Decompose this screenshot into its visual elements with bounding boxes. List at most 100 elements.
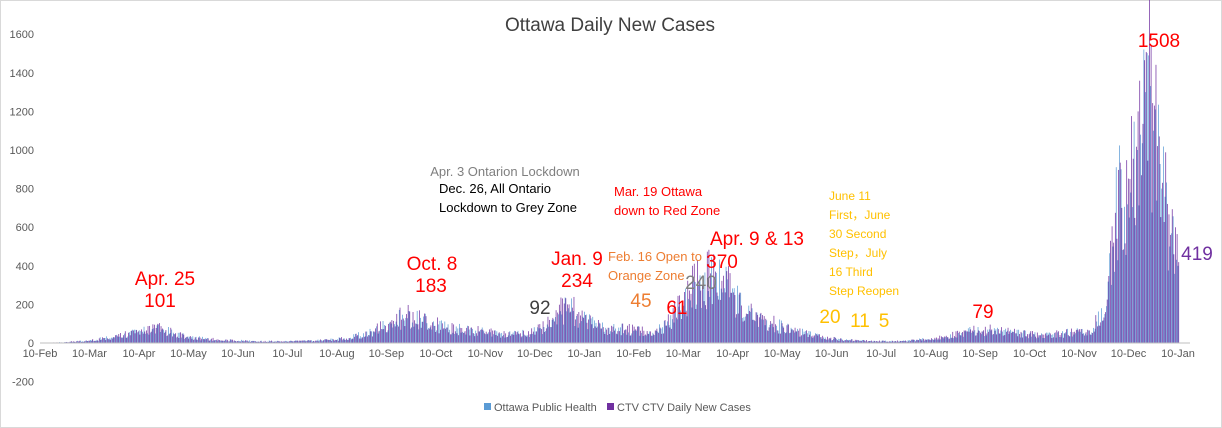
bar [241, 339, 242, 343]
bar [555, 310, 557, 343]
bar [645, 334, 646, 343]
bar [672, 319, 673, 343]
bar [1080, 331, 1081, 343]
bar [283, 341, 285, 343]
bar [447, 324, 449, 343]
bar [881, 340, 883, 343]
bar [361, 337, 363, 343]
bar [973, 325, 975, 343]
bar [588, 319, 589, 343]
bar [686, 316, 688, 343]
bar [344, 339, 346, 343]
bar [702, 285, 703, 343]
bar [1019, 337, 1021, 343]
bar [1073, 334, 1075, 343]
bar [977, 327, 979, 343]
bar [923, 338, 924, 343]
bar [561, 314, 563, 343]
bar [633, 330, 634, 343]
bar [819, 337, 821, 343]
bar [409, 311, 411, 343]
bar [941, 336, 942, 343]
annotation-label: Dec. 26, All Ontario [439, 181, 551, 196]
bar [598, 322, 600, 343]
bar [228, 341, 230, 343]
bar [1114, 212, 1116, 343]
bar [883, 340, 885, 343]
bar [838, 340, 840, 343]
bar [99, 337, 101, 343]
bar [1075, 329, 1077, 343]
bar [665, 325, 667, 343]
bar [656, 328, 658, 343]
bar [860, 340, 862, 343]
bar [589, 315, 591, 343]
x-tick-label: 10-Sep [962, 348, 997, 360]
bar [831, 340, 833, 343]
bar [436, 330, 438, 343]
bar [1054, 333, 1055, 343]
bar [767, 330, 768, 343]
bar [770, 321, 772, 343]
bar [1040, 335, 1041, 343]
bar [637, 326, 639, 343]
bar [763, 316, 765, 343]
bar [1007, 327, 1009, 343]
bar [354, 336, 355, 343]
bar [72, 341, 73, 343]
bar [230, 339, 232, 343]
bar [182, 333, 184, 343]
bar [83, 341, 85, 343]
bar [270, 341, 272, 343]
bar [594, 320, 595, 343]
bar [528, 337, 530, 343]
bar [629, 335, 631, 343]
bar [771, 323, 773, 343]
bar [641, 326, 643, 343]
bar [628, 323, 630, 343]
bar [198, 337, 199, 343]
legend-label: Ottawa Public Health [494, 402, 597, 414]
bar [376, 326, 377, 343]
bar [112, 337, 114, 343]
bar [514, 330, 516, 343]
bar [587, 329, 589, 343]
bar [672, 308, 674, 343]
bar [879, 340, 880, 343]
bar [1098, 325, 1100, 343]
bar [362, 337, 363, 343]
bar [479, 331, 481, 343]
bar [497, 335, 498, 343]
bar [945, 336, 946, 343]
bar [668, 325, 670, 343]
bar [335, 339, 337, 343]
bar [543, 326, 545, 343]
bar [882, 340, 884, 343]
bar [381, 329, 383, 343]
bar [700, 290, 702, 343]
bar [123, 335, 125, 343]
bar [793, 330, 794, 343]
bar [528, 331, 529, 343]
bar [114, 337, 116, 343]
bar [681, 304, 683, 343]
bar [217, 339, 219, 343]
bar [509, 331, 511, 343]
bar [80, 340, 82, 343]
bar [221, 341, 223, 343]
annotation-label: Feb. 16 Open to [608, 249, 702, 264]
bar [571, 298, 572, 343]
bar [199, 337, 201, 343]
bar [508, 332, 510, 343]
bar [388, 323, 389, 343]
bar [600, 328, 602, 343]
bar [306, 340, 307, 343]
bar [1078, 331, 1080, 343]
bar [803, 331, 805, 343]
bar [570, 311, 572, 343]
bar [193, 339, 194, 343]
bar [784, 333, 786, 343]
bar [827, 336, 828, 343]
bar [816, 333, 818, 343]
bar [455, 326, 457, 343]
